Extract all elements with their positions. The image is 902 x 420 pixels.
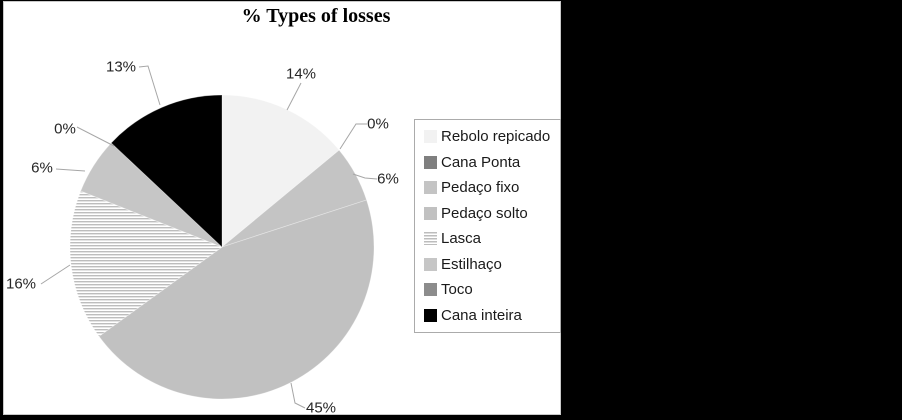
chart-title: % Types of losses (241, 5, 391, 27)
legend-item-estilhaco: Estilhaço (424, 257, 560, 272)
legend-item-lasca: Lasca (424, 231, 560, 246)
legend-swatch-icon (424, 155, 437, 169)
chart-panel: % Types of losses 14% 0% 6% 45% 16% 6% 0% 13% R… (3, 1, 561, 417)
leader-line (40, 264, 71, 285)
leader-line (339, 123, 367, 150)
legend-item-pedaco-solto: Pedaço solto (424, 206, 560, 221)
data-label: 16% (5, 275, 37, 293)
leader-line (76, 126, 115, 147)
legend-item-label: Toco (441, 281, 473, 299)
legend-item-label: Cana Ponta (441, 153, 521, 171)
pie-slices (69, 94, 375, 400)
legend-item-label: Lasca (441, 230, 482, 248)
leader-line (352, 173, 378, 180)
legend-item-label: Pedaço solto (441, 204, 528, 222)
data-label: 14% (285, 65, 317, 83)
legend-item-label: Estilhaço (441, 255, 502, 273)
pie-slice-estilhaco (80, 142, 223, 248)
legend-item-label: Pedaço fixo (441, 179, 520, 197)
legend-item-rebolo-repicado: Rebolo repicado (424, 129, 560, 144)
legend-swatch-icon (424, 283, 437, 297)
leader-line (286, 82, 302, 111)
legend-item-toco: Toco (424, 282, 560, 297)
data-label: 13% (105, 58, 137, 76)
pie-slice-pedaco-solto (98, 199, 375, 400)
data-label: 6% (31, 159, 53, 177)
legend-item-label: Rebolo repicado (441, 128, 551, 146)
legend: Rebolo repicado Cana Ponta Pedaço fixo P… (414, 119, 561, 333)
leader-line (290, 382, 306, 409)
leader-line (138, 65, 161, 106)
pie-slice-lasca (69, 190, 223, 337)
data-label: 0% (367, 115, 389, 133)
legend-swatch-icon (424, 257, 437, 271)
pie-chart (40, 65, 378, 409)
legend-swatch-icon (424, 206, 437, 220)
leader-line (55, 168, 86, 172)
legend-swatch-icon (424, 181, 437, 195)
data-label: 45% (305, 399, 337, 417)
legend-item-cana-ponta: Cana Ponta (424, 155, 560, 170)
legend-swatch-icon (424, 130, 437, 144)
pie-slice-cana-inteira (110, 94, 223, 248)
legend-swatch-icon (424, 232, 437, 246)
legend-item-pedaco-fixo: Pedaço fixo (424, 180, 560, 195)
data-label: 0% (54, 120, 76, 138)
data-label: 6% (377, 170, 399, 188)
legend-swatch-icon (424, 308, 437, 322)
legend-item-label: Cana inteira (441, 306, 522, 324)
leader-lines (40, 65, 378, 409)
pie-slice-pedaco-fixo (221, 149, 368, 248)
legend-item-cana-inteira: Cana inteira (424, 308, 560, 323)
